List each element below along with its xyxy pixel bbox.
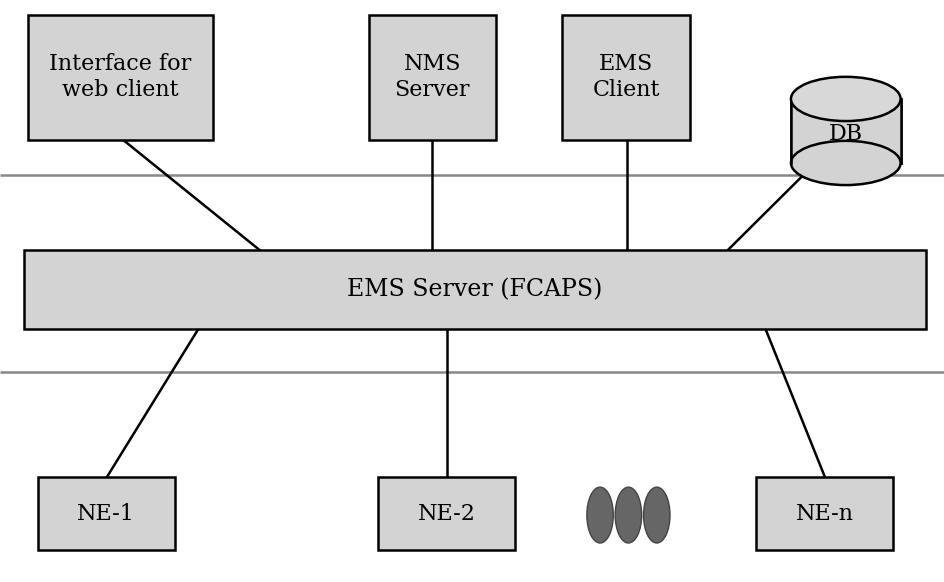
Bar — [790, 99, 900, 163]
FancyBboxPatch shape — [24, 250, 925, 329]
Ellipse shape — [643, 487, 669, 543]
Ellipse shape — [790, 141, 900, 185]
Text: NE-1: NE-1 — [77, 503, 135, 524]
Ellipse shape — [586, 487, 613, 543]
Text: Interface for
web client: Interface for web client — [49, 54, 192, 101]
FancyBboxPatch shape — [28, 15, 212, 140]
Text: DB: DB — [828, 123, 862, 145]
Text: NE-n: NE-n — [795, 503, 852, 524]
FancyBboxPatch shape — [368, 15, 496, 140]
Text: NMS
Server: NMS Server — [395, 54, 469, 101]
FancyBboxPatch shape — [38, 477, 175, 550]
Ellipse shape — [615, 487, 641, 543]
FancyBboxPatch shape — [562, 15, 689, 140]
Text: EMS
Client: EMS Client — [592, 54, 659, 101]
Text: EMS Server (FCAPS): EMS Server (FCAPS) — [346, 278, 602, 301]
FancyBboxPatch shape — [755, 477, 892, 550]
Ellipse shape — [790, 77, 900, 121]
FancyBboxPatch shape — [378, 477, 514, 550]
Text: NE-2: NE-2 — [417, 503, 475, 524]
